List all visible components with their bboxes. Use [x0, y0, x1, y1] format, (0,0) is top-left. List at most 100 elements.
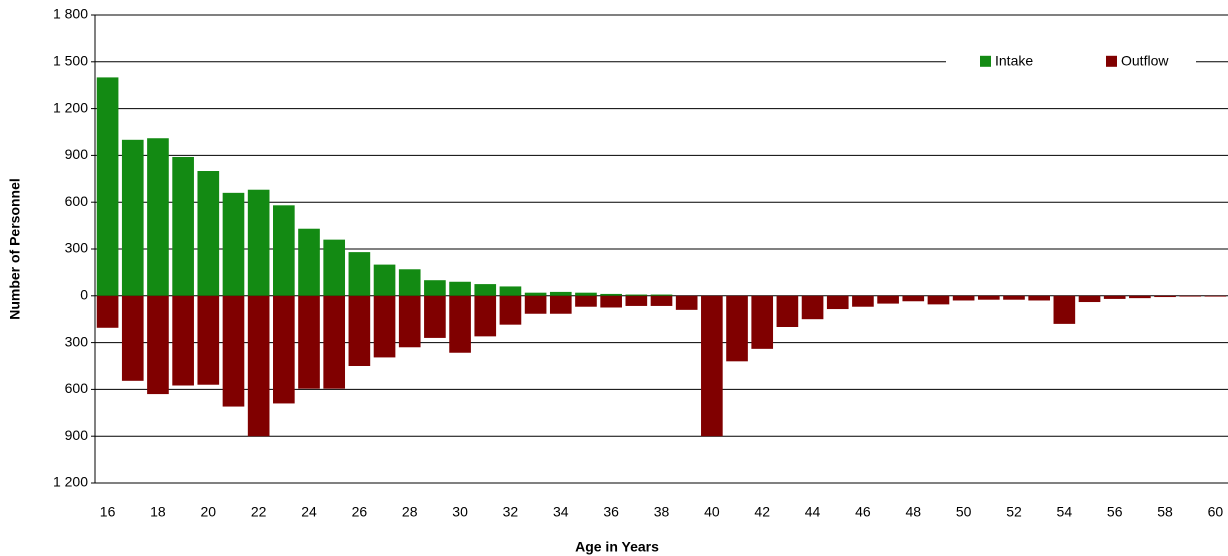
x-tick-label: 36 [603, 504, 619, 520]
bar [1078, 295, 1101, 303]
bar [222, 192, 245, 296]
x-tick-label: 48 [905, 504, 921, 520]
bar [600, 295, 622, 308]
y-tick-label: 900 [65, 427, 89, 443]
x-tick-label: 40 [704, 504, 720, 520]
bar [751, 295, 774, 349]
bar [449, 295, 471, 353]
bar [826, 295, 849, 310]
bar [323, 239, 346, 296]
bar [1154, 295, 1176, 298]
bar [575, 295, 597, 307]
x-axis-title: Age in Years [575, 539, 659, 555]
bar [801, 295, 824, 320]
bar [499, 286, 522, 296]
bar [1129, 295, 1151, 299]
x-tick-label: 20 [201, 504, 217, 520]
bar [1204, 295, 1227, 297]
y-tick-label: 600 [65, 380, 89, 396]
x-tick-label: 32 [503, 504, 519, 520]
bar [449, 281, 471, 296]
bar [1053, 295, 1076, 324]
x-tick-label: 34 [553, 504, 569, 520]
bar [600, 293, 622, 296]
bar [222, 295, 245, 407]
bar [625, 295, 648, 306]
y-tick-label: 1 500 [53, 53, 88, 69]
bar [1179, 295, 1202, 297]
x-tick-label: 24 [301, 504, 317, 520]
bar [977, 295, 1000, 300]
bar [927, 295, 950, 305]
bar [1103, 295, 1126, 299]
bar [902, 295, 925, 302]
bar [549, 291, 572, 296]
x-tick-label: 54 [1057, 504, 1073, 520]
legend-swatch [980, 55, 991, 67]
bar [348, 295, 371, 366]
bar [524, 292, 547, 296]
x-tick-label: 52 [1006, 504, 1022, 520]
y-tick-label: 1 200 [53, 99, 88, 115]
bar [650, 295, 673, 306]
x-tick-label: 18 [150, 504, 166, 520]
bar [247, 189, 270, 296]
bar [474, 295, 497, 337]
bar [348, 252, 371, 296]
bar [1028, 295, 1050, 301]
bar [247, 295, 270, 437]
bar [197, 171, 220, 296]
x-tick-label: 46 [855, 504, 871, 520]
bar [398, 269, 421, 296]
x-tick-label: 58 [1157, 504, 1173, 520]
bar [650, 294, 673, 296]
bar [524, 295, 547, 314]
x-tick-label: 26 [352, 504, 368, 520]
bar [549, 295, 572, 314]
bar [298, 295, 320, 389]
bar [96, 295, 119, 328]
bar [121, 295, 144, 381]
bar [147, 138, 169, 296]
bar [776, 295, 799, 327]
x-tick-label: 56 [1107, 504, 1123, 520]
x-tick-label: 38 [654, 504, 670, 520]
bar [852, 295, 874, 307]
x-tick-label: 44 [805, 504, 821, 520]
legend-swatch [1106, 55, 1117, 67]
bar [273, 205, 295, 296]
y-tick-label: 300 [65, 240, 89, 256]
x-tick-label: 16 [100, 504, 116, 520]
x-tick-label: 28 [402, 504, 418, 520]
bar [575, 292, 597, 296]
x-tick-label: 60 [1208, 504, 1224, 520]
bar [298, 228, 320, 296]
bar [373, 264, 396, 296]
bar [474, 284, 497, 296]
bar [172, 295, 194, 386]
y-tick-label: 1 200 [53, 474, 88, 490]
legend-label: Intake [995, 53, 1033, 69]
bar [675, 295, 698, 310]
bar [323, 295, 346, 389]
bar [424, 295, 446, 338]
bar [952, 295, 975, 301]
y-tick-label: 0 [80, 287, 88, 303]
x-tick-label: 30 [452, 504, 468, 520]
bar [499, 295, 522, 325]
bar [121, 139, 144, 296]
legend-box [946, 51, 1196, 72]
bar [726, 295, 748, 362]
bar [273, 295, 295, 404]
bar [373, 295, 396, 358]
bar [197, 295, 220, 385]
x-tick-label: 42 [754, 504, 770, 520]
legend-label: Outflow [1121, 53, 1169, 69]
y-axis-title: Number of Personnel [7, 178, 23, 320]
bar [398, 295, 421, 348]
bar [424, 280, 446, 296]
bar [877, 295, 899, 304]
bar [147, 295, 169, 395]
y-tick-label: 600 [65, 193, 89, 209]
